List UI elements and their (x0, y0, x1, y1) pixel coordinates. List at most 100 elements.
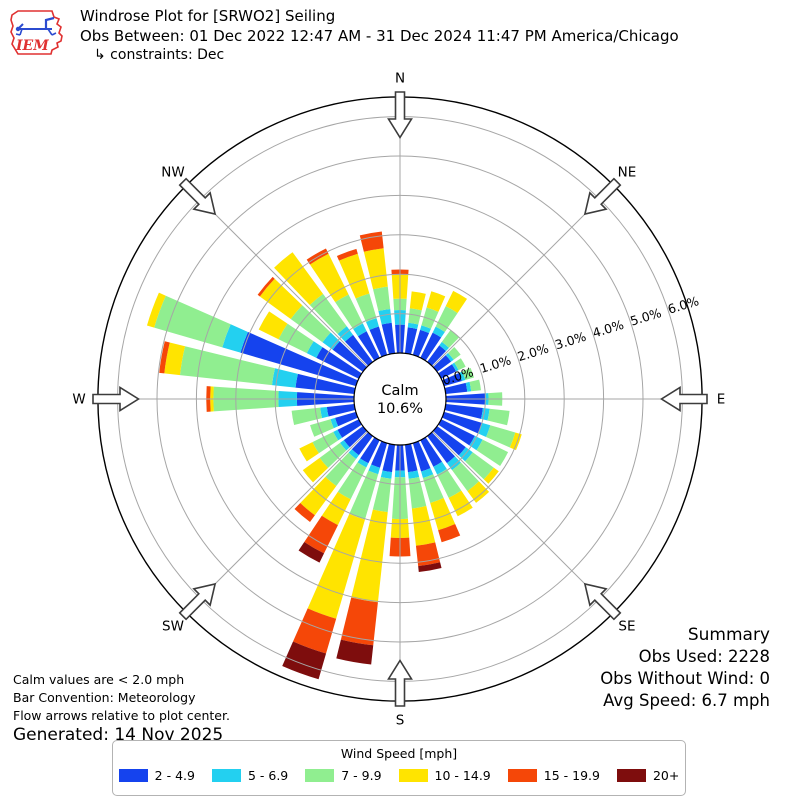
windrose-bar-segment (411, 506, 436, 546)
windrose-bar-segment (159, 341, 170, 374)
windrose-bar-segment (293, 608, 337, 654)
windrose-bar-segment (300, 476, 337, 516)
windrose-bar-segment (412, 441, 431, 472)
legend-swatch (507, 769, 537, 782)
footnotes-block: Calm values are < 2.0 mph Bar Convention… (13, 671, 230, 744)
windrose-bar-segment (316, 347, 362, 379)
flow-arrow-icon (178, 177, 217, 216)
legend-swatch (211, 769, 241, 782)
windrose-bar-segment (380, 470, 393, 479)
windrose-bar-segment (306, 341, 323, 358)
compass-label: W (72, 392, 85, 408)
windrose-bar-segment (310, 419, 334, 437)
windrose-bar-segment (438, 364, 457, 379)
windrose-bar-segment (355, 293, 377, 322)
legend-item: 10 - 14.9 (398, 768, 491, 783)
windrose-bar-segment (445, 352, 454, 362)
windrose-bar-segment (295, 373, 356, 395)
compass-label: S (396, 713, 405, 729)
windrose-bar-segment (321, 491, 351, 526)
calm-label: Calm (381, 383, 418, 399)
windrose-bar-segment (357, 331, 380, 361)
ring-label: 3.0% (553, 329, 588, 353)
windrose-bar-segment (351, 432, 373, 456)
flow-arrow-icon (583, 177, 622, 216)
windrose-bar-segment (373, 286, 391, 312)
windrose-bar-segment (325, 452, 357, 487)
windrose-bar-segment (366, 318, 379, 330)
windrose-bar-segment (442, 411, 483, 434)
flow-arrow-icon (583, 582, 622, 621)
windrose-bar-segment (448, 490, 473, 517)
windrose-bar-segment (420, 325, 431, 334)
windrose-bar-segment (290, 305, 331, 343)
windrose-bar-segment (282, 641, 327, 680)
windrose-bar-segment (382, 443, 396, 473)
windrose-bar-segment (332, 341, 367, 372)
windrose-bar-segment (349, 470, 379, 520)
windrose-bar-segment (427, 345, 447, 366)
windrose-bar-segment (421, 307, 439, 329)
compass-label: SE (618, 618, 635, 634)
windrose-bar-segment (454, 358, 466, 371)
windrose-bar-segment (426, 291, 446, 312)
windrose-bar-segment (444, 382, 468, 395)
ring-label: 6.0% (666, 293, 701, 317)
legend-item: 20+ (616, 768, 679, 783)
windrose-bar-segment (408, 308, 422, 325)
vane-pivot (15, 26, 21, 32)
windrose-bar-segment (333, 429, 343, 441)
windrose-bar-segment (465, 381, 472, 392)
iowa-outline (10, 10, 63, 55)
windrose-bar-segment (446, 456, 462, 471)
windrose-bar-segment (154, 295, 231, 348)
windrose-bar-segment (369, 326, 388, 357)
windrose-bar-segment (353, 323, 367, 337)
windrose-bar-segment (222, 324, 248, 353)
windrose-bar-segment (291, 407, 323, 426)
flow-arrow-icon (387, 658, 413, 707)
windrose-bar-segment (343, 426, 367, 448)
summary-obs-without-wind: Obs Without Wind: 0 (600, 669, 770, 688)
legend-item-label: 15 - 19.9 (543, 768, 600, 783)
windrose-bar-segment (335, 294, 363, 330)
flow-arrow-icon (92, 386, 141, 412)
legend-item: 5 - 6.9 (211, 768, 288, 783)
windrose-bar-segment (462, 367, 475, 381)
legend-title: Wind Speed [mph] (340, 746, 458, 761)
summary-title: Summary (687, 625, 770, 645)
windrose-bar-segment (240, 331, 358, 387)
iem-logo: IEM (10, 10, 63, 55)
legend-item-label: 10 - 14.9 (434, 768, 491, 783)
windrose-bar-segment (257, 276, 275, 297)
windrose-bar-segment (447, 346, 461, 360)
flow-arrow-icon (178, 582, 217, 621)
windrose-bar-segment (360, 437, 380, 464)
summary-avg-speed: Avg Speed: 6.7 mph (603, 691, 770, 710)
windrose-bar-segment (312, 431, 339, 454)
windrose-bar-segment (378, 309, 392, 325)
windrose-bar-segment (274, 252, 324, 305)
legend-item-label: 7 - 9.9 (341, 768, 382, 783)
windrose-bar-segment (357, 458, 369, 468)
windrose-bar-segment (418, 562, 442, 573)
windrose-bar-segment (433, 426, 466, 456)
windrose-bar-segment (439, 341, 450, 352)
windrose-bar-segment (330, 417, 339, 429)
windrose-bar-segment (294, 503, 315, 522)
windrose-bar-segment (465, 452, 494, 480)
windrose-bar-segment (340, 597, 378, 646)
legend-items: 2 - 4.9 5 - 6.9 7 - 9.9 10 - 14.9 15 - 19.9 2… (113, 768, 685, 783)
windrose-bar-segment (407, 470, 420, 479)
windrose-bar-segment (337, 419, 362, 438)
legend-swatch (616, 769, 646, 782)
windrose-bar-segment (420, 332, 442, 361)
wind-speed-legend: Wind Speed [mph] 2 - 4.9 5 - 6.9 7 - 9.9 10… (112, 740, 686, 796)
windrose-bar-segment (409, 291, 426, 311)
windrose-bar-segment (363, 248, 388, 290)
windrose-bar-segment (422, 474, 444, 503)
grid-spoke (186, 185, 368, 367)
windrose-bar-segment (351, 509, 388, 603)
grid-spoke (432, 431, 614, 613)
